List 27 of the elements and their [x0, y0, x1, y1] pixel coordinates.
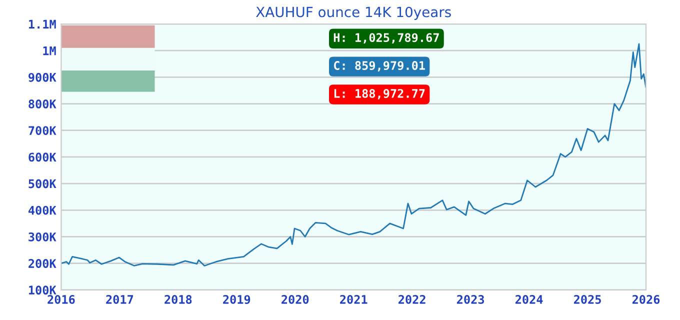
annotation: C: 859,979.01: [334, 61, 425, 72]
line-series: [61, 43, 646, 266]
y-tick-label: 200K: [28, 259, 56, 268]
annotation: H: 1,025,789.67: [334, 33, 439, 44]
y-tick-label: 300K: [28, 232, 56, 242]
y-tick-label: 700K: [28, 126, 56, 136]
y-tick-label: 900K: [28, 72, 56, 82]
y-tick-label: 800K: [28, 100, 56, 108]
x-tick-label: 2016: [48, 294, 75, 304]
y-tick-label: 500K: [28, 179, 56, 188]
x-tick-label: 2020: [282, 294, 309, 304]
y-tick-label: 400K: [28, 206, 56, 215]
chart-title: XAUHUF ounce 14K 10years: [256, 6, 451, 20]
x-tick-label: 2025: [574, 294, 601, 304]
y-tick-label: 1.1M: [28, 20, 56, 28]
x-tick-label: 2021: [340, 294, 368, 304]
y-tick-label: 600K: [28, 152, 56, 162]
annotation: L: 188,972.77: [334, 88, 425, 100]
x-tick-label: 2023: [457, 294, 484, 304]
y-tick-label: 100K: [28, 286, 56, 295]
x-tick-label: 2026: [632, 294, 660, 304]
y-tick-label: 1M: [43, 46, 56, 56]
x-tick-label: 2022: [398, 294, 426, 304]
x-tick-label: 2024: [515, 294, 543, 304]
x-tick-label: 2018: [164, 294, 192, 304]
x-tick-label: 2017: [106, 294, 134, 304]
x-tick-label: 2019: [223, 294, 250, 304]
